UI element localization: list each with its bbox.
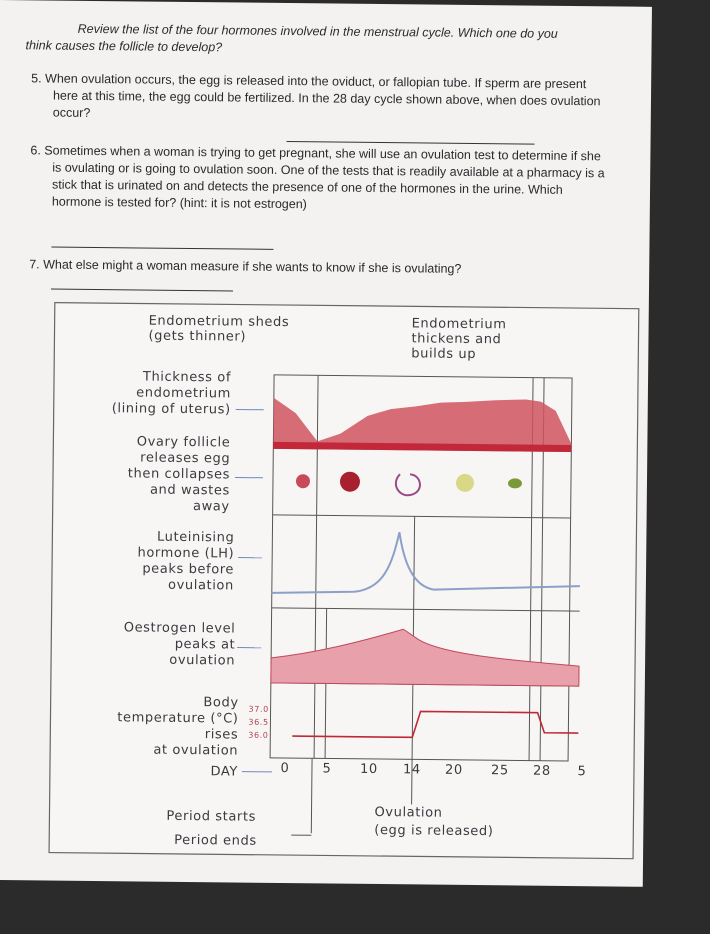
temperature-line bbox=[292, 710, 579, 739]
day-tick: 5 bbox=[322, 761, 331, 776]
footer-label: Period starts bbox=[166, 809, 256, 825]
row-label: ovulation bbox=[169, 653, 235, 669]
row-label: and wastes bbox=[150, 483, 230, 499]
endometrium bbox=[273, 397, 572, 453]
temperature-tick: 37.0 bbox=[249, 705, 269, 714]
day-tick: 25 bbox=[491, 763, 509, 778]
footer-label: Ovulation bbox=[374, 805, 442, 821]
day-tick: 0 bbox=[280, 761, 289, 776]
row-label: Ovary follicle bbox=[137, 434, 231, 450]
header-label: thickens and bbox=[411, 331, 501, 347]
day-tick: 14 bbox=[403, 762, 421, 777]
worksheet: Review the list of the four hormones inv… bbox=[0, 0, 652, 887]
row-label: away bbox=[193, 499, 230, 514]
row-label: Body bbox=[203, 695, 238, 710]
day-tick: 20 bbox=[445, 763, 463, 778]
row-label: at ovulation bbox=[153, 743, 238, 759]
chart-grid bbox=[269, 374, 573, 762]
row-label: Thickness of bbox=[142, 370, 231, 386]
footer-label: Period ends bbox=[174, 833, 257, 849]
row-label: then collapses bbox=[128, 466, 230, 482]
oestrogen-area bbox=[270, 628, 580, 687]
row-label: endometrium bbox=[136, 385, 231, 401]
lh-curve bbox=[271, 531, 580, 594]
row-label: ovulation bbox=[168, 578, 234, 594]
footer-label: (egg is released) bbox=[374, 823, 493, 839]
row-label: releases egg bbox=[140, 450, 230, 466]
row-label: Luteinising bbox=[157, 530, 234, 546]
row-label: hormone (LH) bbox=[137, 545, 234, 561]
endometrium-base bbox=[273, 441, 572, 453]
row-label: peaks before bbox=[142, 562, 234, 578]
row-label: temperature (°C) bbox=[117, 710, 238, 726]
day-tick: 28 bbox=[533, 764, 551, 779]
header-label: (gets thinner) bbox=[148, 329, 246, 345]
day-tick: 5 bbox=[577, 764, 586, 779]
temperature-tick: 36.0 bbox=[248, 731, 268, 740]
label-arrows bbox=[235, 408, 272, 773]
day-tick: 10 bbox=[360, 762, 378, 777]
header-label: Endometrium bbox=[412, 316, 507, 332]
temperature-tick: 36.5 bbox=[248, 718, 268, 727]
row-label: rises bbox=[205, 727, 239, 742]
ovary-follicles bbox=[295, 471, 522, 497]
row-label: Oestrogen level bbox=[124, 620, 236, 636]
header-label: Endometrium sheds bbox=[149, 314, 290, 330]
header-label: builds up bbox=[411, 346, 476, 362]
row-label: (lining of uterus) bbox=[112, 401, 231, 417]
cycle-diagram: Endometrium sheds(gets thinner) Endometri… bbox=[48, 301, 640, 860]
row-label: peaks at bbox=[175, 637, 236, 653]
day-label: DAY bbox=[210, 764, 238, 779]
